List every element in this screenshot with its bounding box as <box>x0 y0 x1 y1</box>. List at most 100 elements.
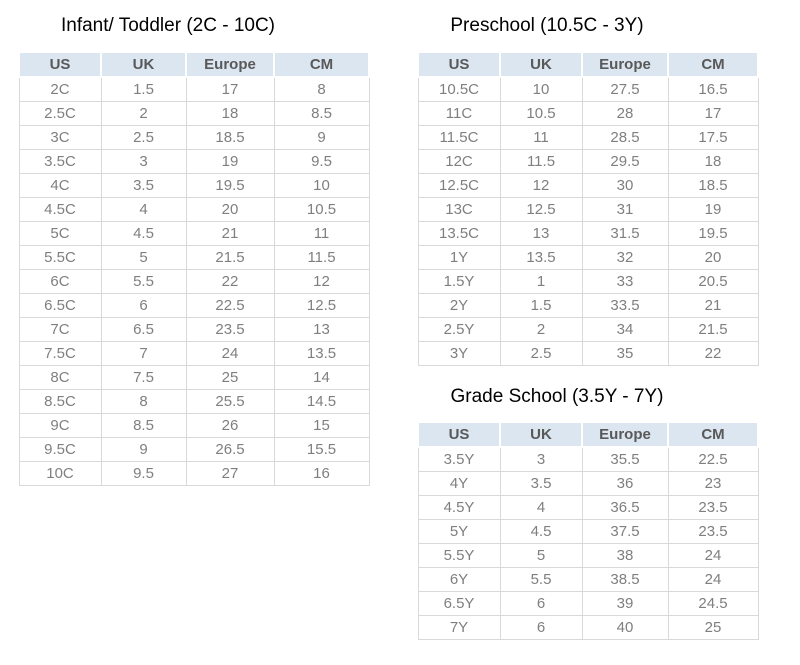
size-cell-cm: 16.5 <box>667 76 759 102</box>
size-cell-cm: 24 <box>667 567 759 592</box>
size-row: 12C 11.5 29.5 18 <box>417 149 759 174</box>
size-cell-europe: 36.5 <box>581 495 669 520</box>
size-cell-uk: 5.5 <box>499 567 583 592</box>
size-cell-cm: 13 <box>273 317 370 342</box>
size-cell-europe: 21.5 <box>185 245 275 270</box>
size-cell-us: 10C <box>18 461 102 486</box>
size-cell-us: 3.5C <box>18 149 102 174</box>
size-table-infant-toddler: US UK Europe CM 2C 1.5 17 8 2.5C 2 18 8.5 3C 2.5 18.5 9… <box>18 51 370 486</box>
size-cell-uk: 7.5 <box>100 365 187 390</box>
size-cell-cm: 12 <box>273 269 370 294</box>
size-cell-uk: 10.5 <box>499 101 583 126</box>
size-cell-uk: 11.5 <box>499 149 583 174</box>
size-cell-us: 3.5Y <box>417 446 501 472</box>
header-row: US UK Europe CM <box>417 421 759 448</box>
size-cell-uk: 8 <box>100 389 187 414</box>
size-cell-uk: 12 <box>499 173 583 198</box>
size-cell-europe: 23.5 <box>185 317 275 342</box>
size-row: 2.5Y 2 34 21.5 <box>417 317 759 342</box>
size-cell-europe: 20 <box>185 197 275 222</box>
size-cell-us: 13C <box>417 197 501 222</box>
size-cell-europe: 19 <box>185 149 275 174</box>
size-row: 3.5C 3 19 9.5 <box>18 149 370 174</box>
size-row: 2C 1.5 17 8 <box>18 76 370 102</box>
size-row: 8C 7.5 25 14 <box>18 365 370 390</box>
size-cell-europe: 29.5 <box>581 149 669 174</box>
size-cell-cm: 21 <box>667 293 759 318</box>
size-cell-cm: 9 <box>273 125 370 150</box>
size-cell-us: 5Y <box>417 519 501 544</box>
size-cell-cm: 23.5 <box>667 519 759 544</box>
size-cell-europe: 17 <box>185 76 275 102</box>
column-header-cm: CM <box>667 51 759 78</box>
size-cell-europe: 38 <box>581 543 669 568</box>
size-row: 10C 9.5 27 16 <box>18 461 370 486</box>
size-cell-us: 4.5Y <box>417 495 501 520</box>
size-cell-us: 12C <box>417 149 501 174</box>
size-cell-uk: 7 <box>100 341 187 366</box>
size-cell-cm: 19 <box>667 197 759 222</box>
size-cell-uk: 11 <box>499 125 583 150</box>
size-cell-us: 6.5C <box>18 293 102 318</box>
size-cell-us: 3Y <box>417 341 501 366</box>
column-header-cm: CM <box>273 51 370 78</box>
size-cell-us: 7.5C <box>18 341 102 366</box>
size-cell-uk: 9 <box>100 437 187 462</box>
column-header-uk: UK <box>499 51 583 78</box>
size-row: 1Y 13.5 32 20 <box>417 245 759 270</box>
size-cell-europe: 26 <box>185 413 275 438</box>
size-row: 4Y 3.5 36 23 <box>417 471 759 496</box>
size-row: 5C 4.5 21 11 <box>18 221 370 246</box>
size-cell-uk: 2.5 <box>100 125 187 150</box>
size-cell-europe: 31 <box>581 197 669 222</box>
size-cell-europe: 32 <box>581 245 669 270</box>
size-cell-cm: 8.5 <box>273 101 370 126</box>
size-row: 3C 2.5 18.5 9 <box>18 125 370 150</box>
size-cell-europe: 25.5 <box>185 389 275 414</box>
column-header-europe: Europe <box>581 51 669 78</box>
column-header-us: US <box>417 421 501 448</box>
column-header-us: US <box>417 51 501 78</box>
header-row: US UK Europe CM <box>18 51 370 78</box>
size-cell-us: 11C <box>417 101 501 126</box>
size-row: 5Y 4.5 37.5 23.5 <box>417 519 759 544</box>
infant-toddler-size-table: US UK Europe CM 2C 1.5 17 8 2.5C 2 18 8.5 3C 2.5 18.5 9… <box>18 51 370 486</box>
size-cell-cm: 22 <box>667 341 759 366</box>
size-cell-uk: 13 <box>499 221 583 246</box>
size-cell-us: 6.5Y <box>417 591 501 616</box>
size-cell-europe: 21 <box>185 221 275 246</box>
size-cell-uk: 8.5 <box>100 413 187 438</box>
size-cell-us: 9.5C <box>18 437 102 462</box>
size-cell-uk: 1 <box>499 269 583 294</box>
size-cell-cm: 19.5 <box>667 221 759 246</box>
size-row: 3.5Y 3 35.5 22.5 <box>417 446 759 472</box>
size-row: 4.5C 4 20 10.5 <box>18 197 370 222</box>
size-cell-us: 5.5C <box>18 245 102 270</box>
infant-toddler-table-title: Infant/ Toddler (2C - 10C) <box>60 15 276 36</box>
size-row: 13.5C 13 31.5 19.5 <box>417 221 759 246</box>
size-cell-europe: 28 <box>581 101 669 126</box>
size-cell-cm: 10 <box>273 173 370 198</box>
size-cell-cm: 20.5 <box>667 269 759 294</box>
preschool-table-title: Preschool (10.5C - 3Y) <box>450 15 644 36</box>
grade-school-size-table: US UK Europe CM 3.5Y 3 35.5 22.5 4Y 3.5 36 23 4.5Y 4 3… <box>417 421 759 640</box>
size-cell-cm: 14.5 <box>273 389 370 414</box>
size-cell-us: 9C <box>18 413 102 438</box>
size-cell-uk: 13.5 <box>499 245 583 270</box>
size-cell-uk: 1.5 <box>100 76 187 102</box>
size-cell-us: 1.5Y <box>417 269 501 294</box>
size-cell-us: 13.5C <box>417 221 501 246</box>
size-cell-cm: 15 <box>273 413 370 438</box>
size-row: 4C 3.5 19.5 10 <box>18 173 370 198</box>
size-cell-cm: 24.5 <box>667 591 759 616</box>
size-cell-cm: 17.5 <box>667 125 759 150</box>
size-cell-us: 4.5C <box>18 197 102 222</box>
size-cell-uk: 12.5 <box>499 197 583 222</box>
size-cell-us: 1Y <box>417 245 501 270</box>
column-header-uk: UK <box>100 51 187 78</box>
header-row: US UK Europe CM <box>417 51 759 78</box>
size-row: 7.5C 7 24 13.5 <box>18 341 370 366</box>
size-row: 9.5C 9 26.5 15.5 <box>18 437 370 462</box>
size-row: 13C 12.5 31 19 <box>417 197 759 222</box>
